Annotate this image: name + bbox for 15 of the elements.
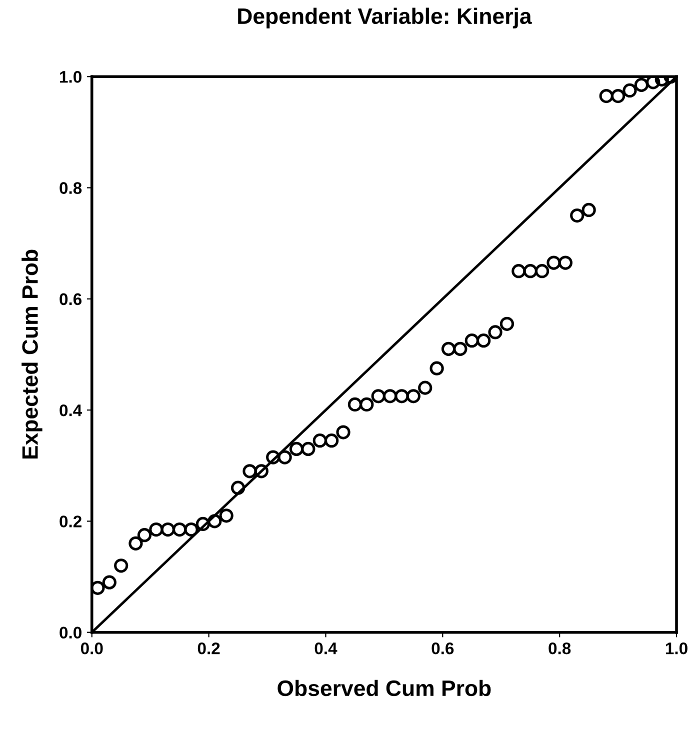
y-tick-label: 0.0 <box>60 626 82 639</box>
y-tick-label: 1.0 <box>60 71 82 83</box>
x-axis-title: Observed Cum Prob <box>278 680 491 696</box>
x-tick-label: 0.0 <box>80 642 103 654</box>
chart-title: Dependent Variable: Kinerja <box>238 8 532 28</box>
x-tick-label: 1.0 <box>666 642 688 654</box>
x-tick-label: 0.2 <box>198 642 220 654</box>
y-tick-label: 0.6 <box>60 293 82 306</box>
y-tick-label: 0.2 <box>60 516 82 528</box>
y-tick-label: 0.8 <box>60 182 82 194</box>
y-axis-title: Expected Cum Prob <box>22 250 42 459</box>
x-tick-label: 0.6 <box>432 642 454 654</box>
x-tick-label: 0.8 <box>548 642 571 654</box>
y-tick-label: 0.4 <box>60 404 82 416</box>
x-tick-label: 0.4 <box>314 642 338 654</box>
